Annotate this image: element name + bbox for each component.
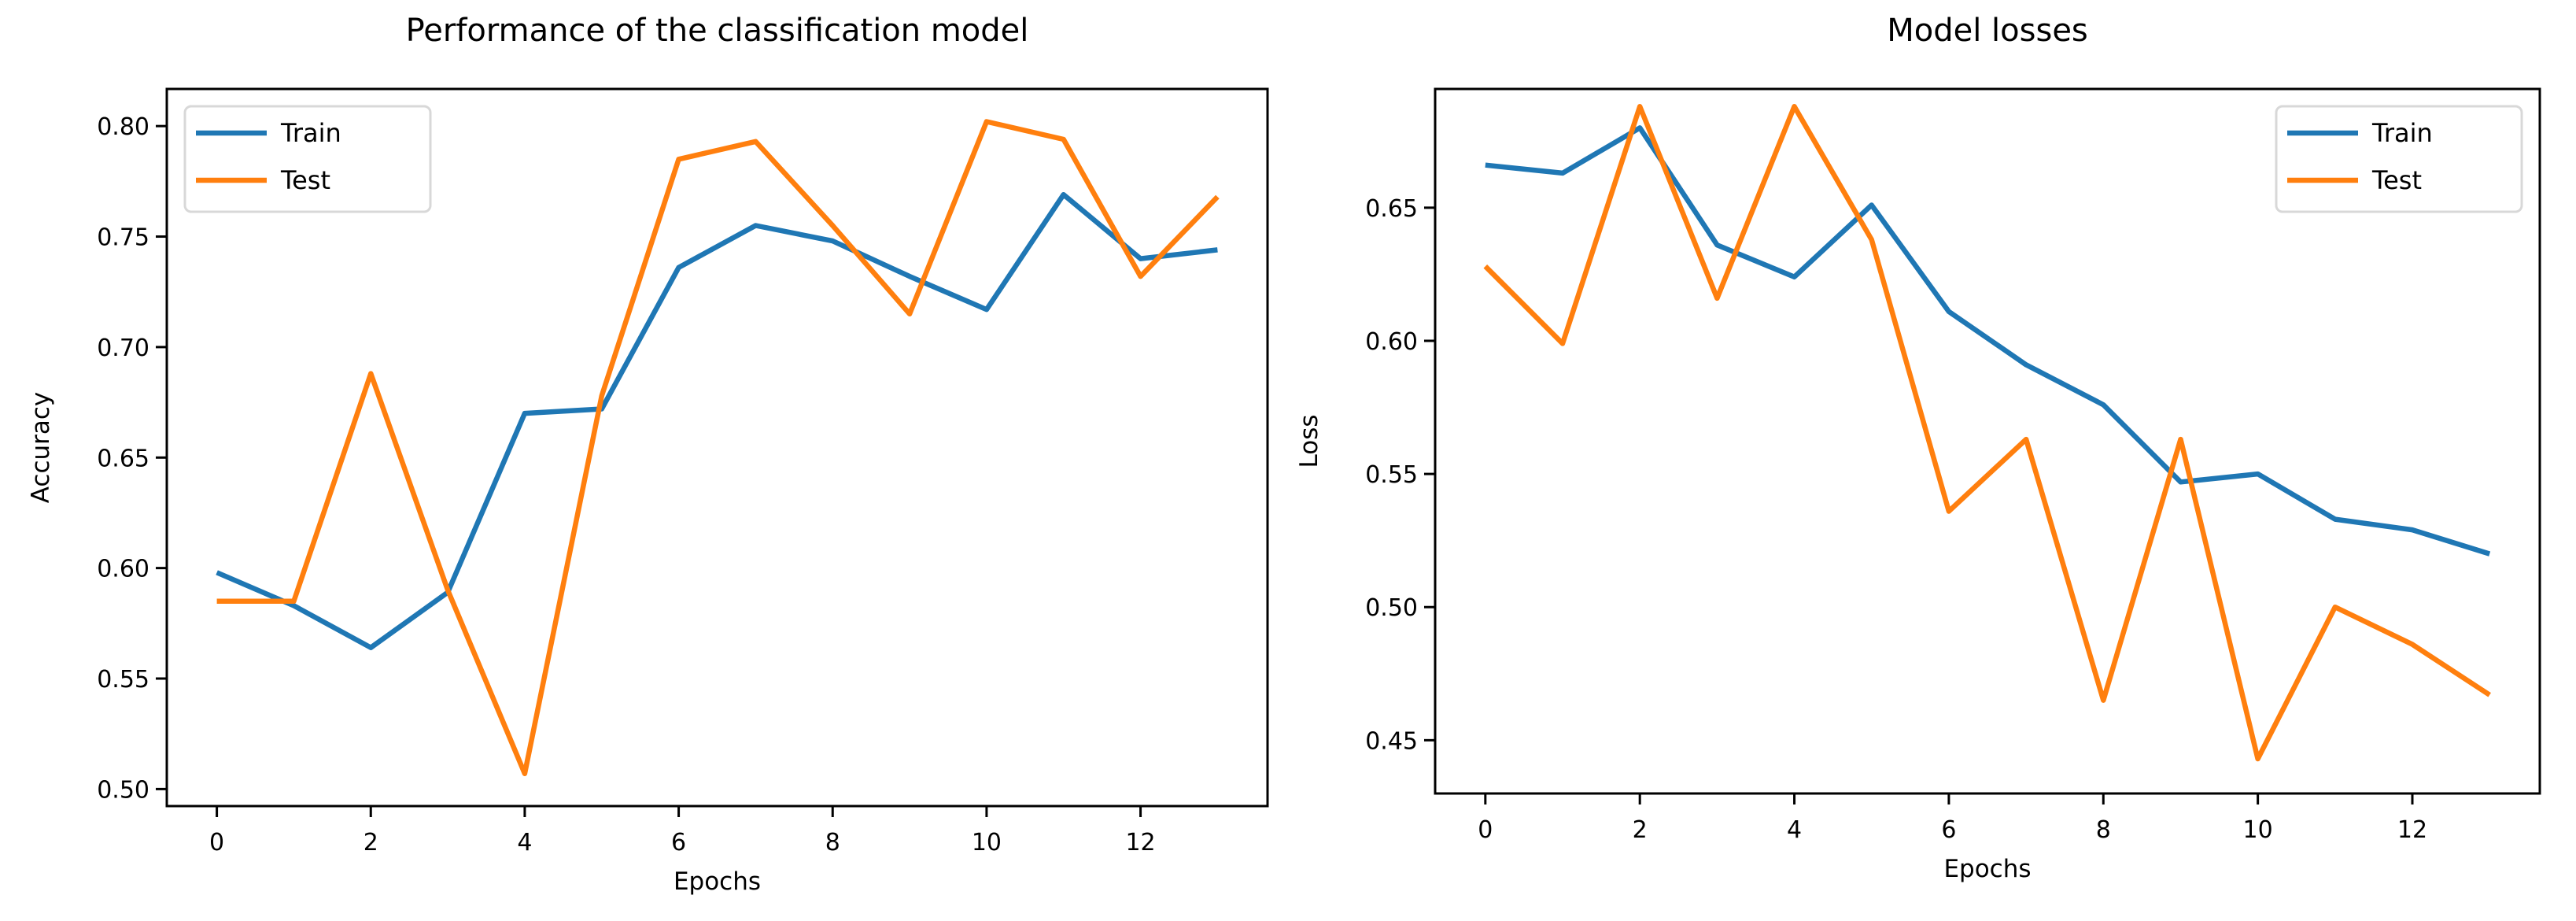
x-tick-label: 12: [2397, 816, 2427, 844]
chart-title: Model losses: [1887, 13, 2088, 49]
legend: Train Test: [183, 105, 432, 213]
legend-test-label: Test: [2371, 165, 2422, 195]
y-tick-label: 0.75: [97, 224, 149, 252]
axes-box: [165, 87, 1269, 808]
x-tick-label: 6: [1941, 816, 1956, 844]
legend: Train Test: [2275, 105, 2523, 213]
x-axis-label: Epochs: [1943, 855, 2031, 883]
y-tick-label: 0.60: [97, 556, 149, 583]
y-tick-label: 0.50: [1365, 594, 1418, 622]
train-line: [216, 191, 1218, 650]
x-tick-label: 10: [2243, 816, 2273, 844]
y-tick-label: 0.70: [97, 335, 149, 362]
y-tick-label: 0.45: [1365, 727, 1418, 755]
x-tick-label: 10: [972, 829, 1002, 856]
legend-train-label: Train: [280, 118, 341, 148]
axes-box: [1434, 87, 2541, 795]
y-tick-label: 0.65: [1365, 195, 1418, 223]
y-axis-label: Accuracy: [27, 392, 55, 504]
x-tick-label: 0: [209, 829, 224, 856]
x-tick-label: 0: [1478, 816, 1493, 844]
x-tick-label: 8: [825, 829, 840, 856]
left-chart: 0.50 0.55 0.60 0.65 0.70 0.75 0.80 0 2 4 6 8 10 12 Per…: [27, 13, 1269, 896]
y-tick-label: 0.50: [97, 776, 149, 804]
x-tick-label: 4: [517, 829, 532, 856]
legend-train-label: Train: [2371, 118, 2433, 148]
x-tick-label: 6: [671, 829, 686, 856]
chart-title: Performance of the classification model: [406, 13, 1029, 49]
y-tick-label: 0.55: [1365, 461, 1418, 489]
right-chart: 0.45 0.50 0.55 0.60 0.65 0 2 4 6 8 10 12 Model losse…: [1295, 13, 2541, 883]
x-tick-label: 8: [2096, 816, 2111, 844]
y-tick-label: 0.80: [97, 113, 149, 141]
x-tick-label: 2: [364, 829, 378, 856]
test-line: [1483, 104, 2491, 762]
x-tick-label: 12: [1125, 829, 1155, 856]
y-tick-label: 0.65: [97, 445, 149, 472]
y-axis-label: Loss: [1295, 415, 1323, 468]
test-line: [216, 119, 1220, 776]
x-tick-label: 4: [1787, 816, 1802, 844]
x-axis-label: Epochs: [674, 867, 761, 896]
y-tick-label: 0.60: [1365, 328, 1418, 356]
legend-test-label: Test: [280, 165, 330, 195]
y-tick-label: 0.55: [97, 666, 149, 694]
x-tick-label: 2: [1633, 816, 1648, 844]
train-line: [1485, 125, 2491, 557]
